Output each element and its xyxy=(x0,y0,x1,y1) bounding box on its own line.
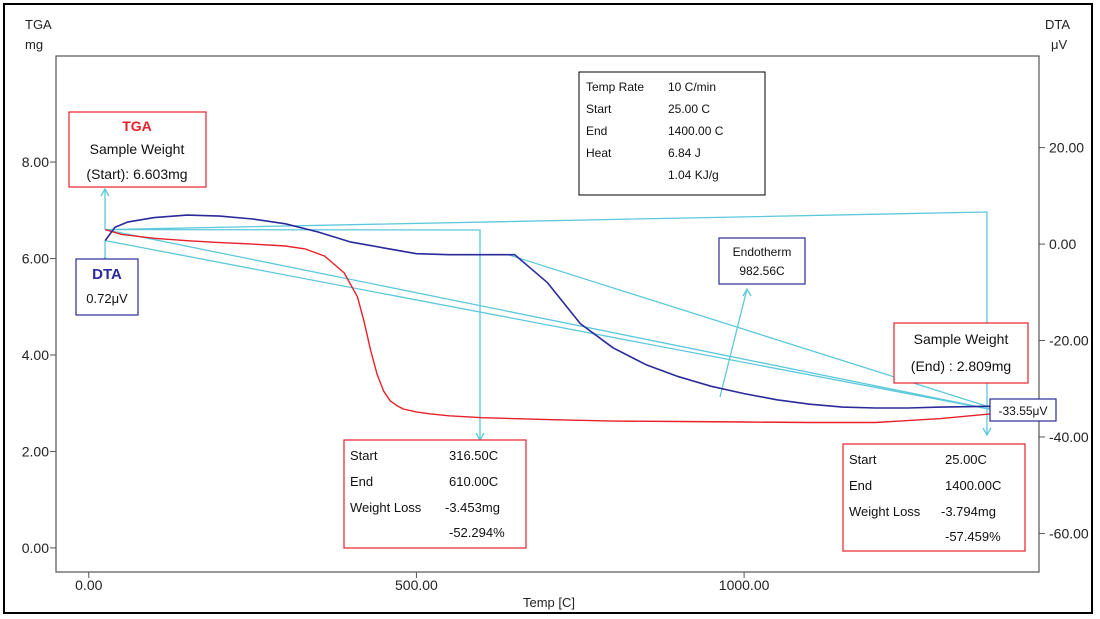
y-tick-label: 2.00 xyxy=(22,443,49,459)
sample-end-line2: (End) : 2.809mg xyxy=(911,358,1011,374)
tga-start-line2: (Start): 6.603mg xyxy=(86,166,187,182)
weight-leader xyxy=(105,228,1007,414)
chart-frame: TGA mg DTA μV 0.00 500.00 1000.00 0.00 2.00 4… xyxy=(3,3,1093,614)
dta-baseline-leader xyxy=(105,239,1007,414)
info-row-label: Temp Rate xyxy=(586,80,644,94)
step1-end-label: End xyxy=(350,474,373,489)
x-tick-label: 0.00 xyxy=(75,577,102,593)
dta-end-box xyxy=(989,398,1057,422)
step1-leader xyxy=(105,228,481,440)
tga-series-line xyxy=(105,228,1007,424)
info-row-value: 1.04 KJ/g xyxy=(668,168,719,182)
step1-box xyxy=(343,439,527,549)
step2-end-value: 1400.00C xyxy=(945,478,1001,493)
step1-annotation: Start 316.50C End 610.00C Weight Loss -3… xyxy=(343,439,527,549)
step2-box xyxy=(842,443,1026,552)
sample-end-line1: Sample Weight xyxy=(914,331,1009,347)
y-tick-label: 6.00 xyxy=(22,251,49,267)
y-tick-label: 4.00 xyxy=(22,347,49,363)
y2-tick-label: -60.00 xyxy=(1049,525,1089,541)
endotherm-annotation: Endotherm 982.56C xyxy=(718,237,806,285)
info-row-value: 25.00 C xyxy=(668,102,710,116)
step2-loss-value: -3.794mg xyxy=(941,504,996,519)
dta-start-box xyxy=(75,258,139,316)
y2-tick-label: -40.00 xyxy=(1049,429,1089,445)
tga-start-line1: Sample Weight xyxy=(90,141,185,157)
leader-arrow xyxy=(742,287,752,297)
y2-tick-label: -20.00 xyxy=(1049,333,1089,349)
sample-end-annotation: Sample Weight (End) : 2.809mg xyxy=(893,322,1029,384)
step2-end-label: End xyxy=(849,478,872,493)
x-axis-title: Temp [C] xyxy=(523,595,575,610)
tga-start-box xyxy=(68,111,207,188)
run-info-box xyxy=(578,71,766,196)
step2-loss-label: Weight Loss xyxy=(849,504,921,519)
y2-axis-unit: μV xyxy=(1051,37,1067,52)
step1-end-value: 610.00C xyxy=(449,474,498,489)
info-row-label: End xyxy=(586,124,607,138)
step2-leader xyxy=(105,211,988,435)
info-row-value: 1400.00 C xyxy=(668,124,724,138)
step2-start-label: Start xyxy=(849,452,877,467)
step2-loss-pct: -57.459% xyxy=(945,529,1001,544)
endotherm-leader xyxy=(719,288,748,398)
y2-axis-title: DTA xyxy=(1045,17,1070,32)
dta-end-annotation: -33.55μV xyxy=(989,398,1057,422)
dta-start-annotation: DTA 0.72μV xyxy=(75,258,139,316)
y-tick-label: 8.00 xyxy=(22,154,49,170)
dta-series-line xyxy=(104,214,1007,409)
leader-arrow xyxy=(982,427,992,437)
dta-start-title: DTA xyxy=(92,266,122,283)
endotherm-label: Endotherm xyxy=(733,245,792,259)
y-axis-title: TGA xyxy=(25,17,52,32)
tga-start-title: TGA xyxy=(122,118,152,134)
step1-loss-pct: -52.294% xyxy=(449,525,505,540)
tga-start-annotation: TGA Sample Weight (Start): 6.603mg xyxy=(68,111,207,188)
step1-start-label: Start xyxy=(350,448,378,463)
leader-arrow xyxy=(100,187,110,197)
y-tick-label: 0.00 xyxy=(22,540,49,556)
y2-tick-label: 0.00 xyxy=(1049,236,1076,252)
dta-end-value: -33.55μV xyxy=(999,404,1048,418)
x-tick-label: 1000.00 xyxy=(719,577,770,593)
info-row-value: 6.84 J xyxy=(668,146,701,160)
info-row-label: Heat xyxy=(586,146,612,160)
info-row-label: Start xyxy=(586,102,612,116)
endotherm-temp: 982.56C xyxy=(739,264,785,278)
endotherm-box xyxy=(718,237,806,285)
step2-annotation: Start 25.00C End 1400.00C Weight Loss -3… xyxy=(842,443,1026,552)
step1-loss-label: Weight Loss xyxy=(350,500,422,515)
plot-area xyxy=(55,55,1040,573)
run-info-annotation: Temp Rate 10 C/min Start 25.00 C End 1400.00 … xyxy=(578,71,766,196)
sample-end-box xyxy=(893,322,1029,384)
y2-tick-label: 20.00 xyxy=(1049,140,1084,156)
dta-start-value: 0.72μV xyxy=(86,291,128,306)
x-tick-label: 500.00 xyxy=(395,577,438,593)
step2-start-value: 25.00C xyxy=(945,452,987,467)
dta-tangent-leader xyxy=(507,254,1007,413)
step1-loss-value: -3.453mg xyxy=(445,500,500,515)
step1-start-value: 316.50C xyxy=(449,448,498,463)
info-row-value: 10 C/min xyxy=(668,80,716,94)
tga-dta-chart: TGA mg DTA μV 0.00 500.00 1000.00 0.00 2.00 4… xyxy=(22,17,1089,610)
y-axis-unit: mg xyxy=(25,37,43,52)
